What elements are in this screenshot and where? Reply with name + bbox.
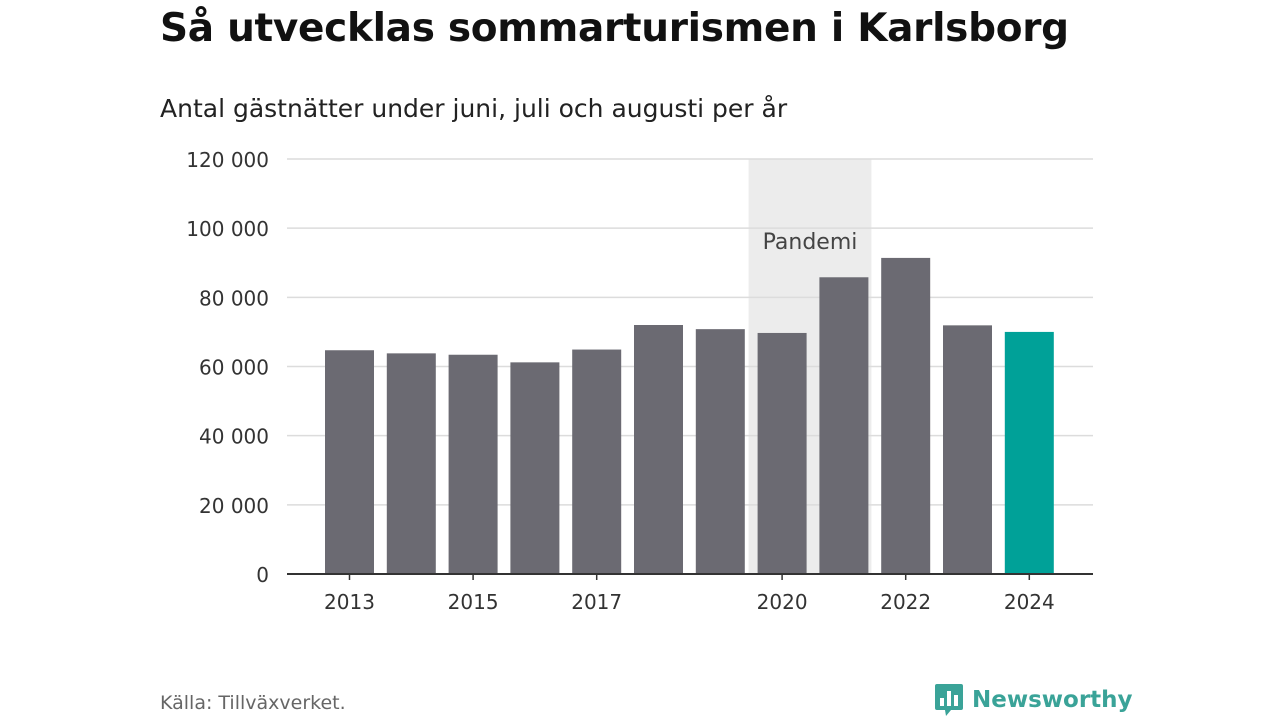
x-tick-label: 2015: [448, 590, 499, 614]
y-tick-label: 100 000: [186, 217, 269, 241]
bar-2018: [634, 325, 683, 574]
bar-2023: [943, 325, 992, 574]
brand-logo: Newsworthy: [934, 683, 1133, 717]
bar-2013: [325, 350, 374, 574]
chart-subtitle: Antal gästnätter under juni, juli och au…: [160, 94, 788, 123]
source-note: Källa: Tillväxverket.: [160, 692, 346, 714]
newsworthy-logo-icon: [935, 684, 963, 716]
x-tick-label: 2017: [571, 590, 622, 614]
y-tick-label: 0: [256, 563, 269, 587]
y-tick-label: 80 000: [199, 286, 269, 310]
pandemic-label: Pandemi: [763, 230, 858, 255]
bar-2017: [572, 349, 622, 574]
x-tick-label: 2020: [757, 590, 808, 614]
bar-2020: [757, 332, 807, 574]
bar-2021: [819, 277, 869, 574]
bar-2019: [695, 329, 745, 574]
brand-name: Newsworthy: [972, 687, 1133, 713]
bar-2024: [1004, 331, 1054, 574]
y-tick-label: 20 000: [199, 494, 269, 518]
x-tick-label: 2013: [324, 590, 375, 614]
y-tick-label: 120 000: [186, 148, 269, 172]
x-tick-label: 2022: [880, 590, 931, 614]
bar-2022: [881, 257, 931, 574]
bar-2015: [448, 354, 498, 574]
bar-2016: [510, 362, 560, 574]
y-tick-label: 60 000: [199, 356, 269, 380]
chart-title: Så utvecklas sommarturismen i Karlsborg: [160, 6, 1069, 51]
y-tick-label: 40 000: [199, 425, 269, 449]
bar-2014: [386, 353, 436, 574]
x-tick-label: 2024: [1004, 590, 1055, 614]
